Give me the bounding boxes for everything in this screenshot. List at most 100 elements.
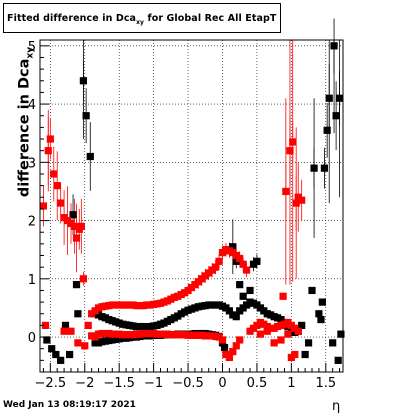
data-point — [246, 286, 254, 295]
x-tick-label: 1 — [287, 376, 295, 391]
data-point — [263, 327, 271, 335]
data-point — [232, 342, 240, 350]
x-tick-label: −0.5 — [172, 376, 204, 391]
chart-title: Fitted difference in Dcaxy for Global Re… — [7, 13, 277, 26]
data-point — [334, 356, 342, 364]
y-axis-label: difference in Dcaxy — [16, 46, 36, 198]
y-tick-label: 2 — [28, 215, 36, 230]
y-tick-label: 4 — [28, 98, 36, 113]
x-tick-label: 1.5 — [315, 376, 336, 391]
data-point — [318, 298, 326, 306]
data-point — [323, 126, 331, 134]
data-point — [315, 310, 323, 318]
plot-border — [39, 39, 344, 373]
data-point — [304, 339, 313, 347]
x-axis-label: η — [332, 399, 341, 414]
data-point — [39, 202, 48, 210]
data-point — [286, 147, 294, 155]
data-point — [70, 222, 79, 230]
data-point — [74, 310, 82, 318]
data-point — [279, 292, 287, 300]
data-point — [337, 330, 345, 338]
data-markers — [39, 42, 345, 364]
data-point — [86, 152, 94, 161]
data-point — [291, 350, 299, 359]
data-point — [72, 281, 81, 289]
data-point — [53, 182, 61, 190]
x-tick-label: −2.5 — [35, 376, 67, 391]
data-point — [225, 353, 233, 362]
data-point — [48, 345, 56, 353]
data-point — [72, 234, 81, 242]
data-point — [332, 112, 340, 120]
data-point — [242, 266, 251, 274]
data-point — [61, 321, 70, 330]
timestamp-footer: Wed Jan 13 08:19:17 2021 — [3, 400, 136, 410]
data-point — [239, 292, 247, 300]
data-point — [50, 170, 58, 178]
data-point — [289, 138, 297, 146]
x-tick-label: −1 — [144, 376, 163, 391]
data-point — [325, 94, 333, 102]
y-tick-label: 5 — [28, 40, 36, 55]
data-point — [329, 339, 337, 347]
tick-labels: −2.5 −2 −1.5 −1 −0.5 0 0.5 1 1.5 0 1 2 3 4 5 — [28, 40, 336, 391]
data-point — [232, 313, 240, 321]
data-point — [44, 147, 52, 155]
chart-title-box: Fitted difference in Dcaxy for Global Re… — [3, 3, 281, 33]
data-point — [81, 342, 89, 350]
data-point — [256, 330, 264, 338]
y-tick-label: 1 — [28, 273, 36, 288]
data-point — [60, 327, 68, 335]
y-tick-label: 3 — [28, 156, 36, 171]
data-point — [66, 350, 74, 359]
data-point — [330, 42, 338, 50]
data-point — [77, 222, 85, 230]
x-tick-label: −1.5 — [103, 376, 135, 391]
data-point — [46, 135, 54, 143]
data-point — [284, 330, 292, 338]
data-point — [84, 321, 92, 330]
data-point — [220, 343, 229, 352]
data-point — [79, 275, 87, 283]
data-point — [308, 286, 316, 295]
data-point — [298, 321, 306, 330]
x-tick-label: 0.5 — [247, 376, 268, 391]
data-point — [335, 94, 344, 102]
data-point — [74, 339, 82, 347]
data-point — [320, 164, 329, 172]
y-tick-label: 0 — [28, 331, 36, 346]
data-point — [82, 112, 90, 120]
data-point — [292, 199, 300, 207]
data-point — [294, 327, 302, 335]
data-point — [298, 196, 306, 204]
data-point — [239, 260, 247, 268]
data-point — [212, 263, 220, 271]
data-point — [236, 254, 244, 263]
x-tick-label: 0 — [218, 376, 226, 391]
data-point — [225, 307, 233, 315]
axis-ticks — [40, 45, 341, 373]
data-point — [277, 336, 285, 344]
data-point — [79, 77, 87, 85]
data-point — [229, 243, 237, 251]
data-point — [41, 321, 50, 330]
data-point — [43, 336, 51, 344]
data-point — [236, 281, 244, 289]
data-point — [301, 350, 309, 359]
x-tick-label: −2 — [75, 376, 94, 391]
data-point — [57, 356, 65, 364]
plot-frame — [39, 39, 344, 373]
data-point — [67, 327, 75, 335]
data-point — [317, 315, 325, 324]
data-point — [310, 164, 318, 172]
data-point — [253, 257, 261, 265]
data-point — [52, 350, 60, 359]
data-point — [57, 199, 65, 207]
data-point — [270, 339, 278, 347]
data-point — [218, 336, 227, 344]
data-point — [236, 336, 244, 344]
data-point — [69, 211, 77, 219]
data-point — [282, 187, 290, 196]
